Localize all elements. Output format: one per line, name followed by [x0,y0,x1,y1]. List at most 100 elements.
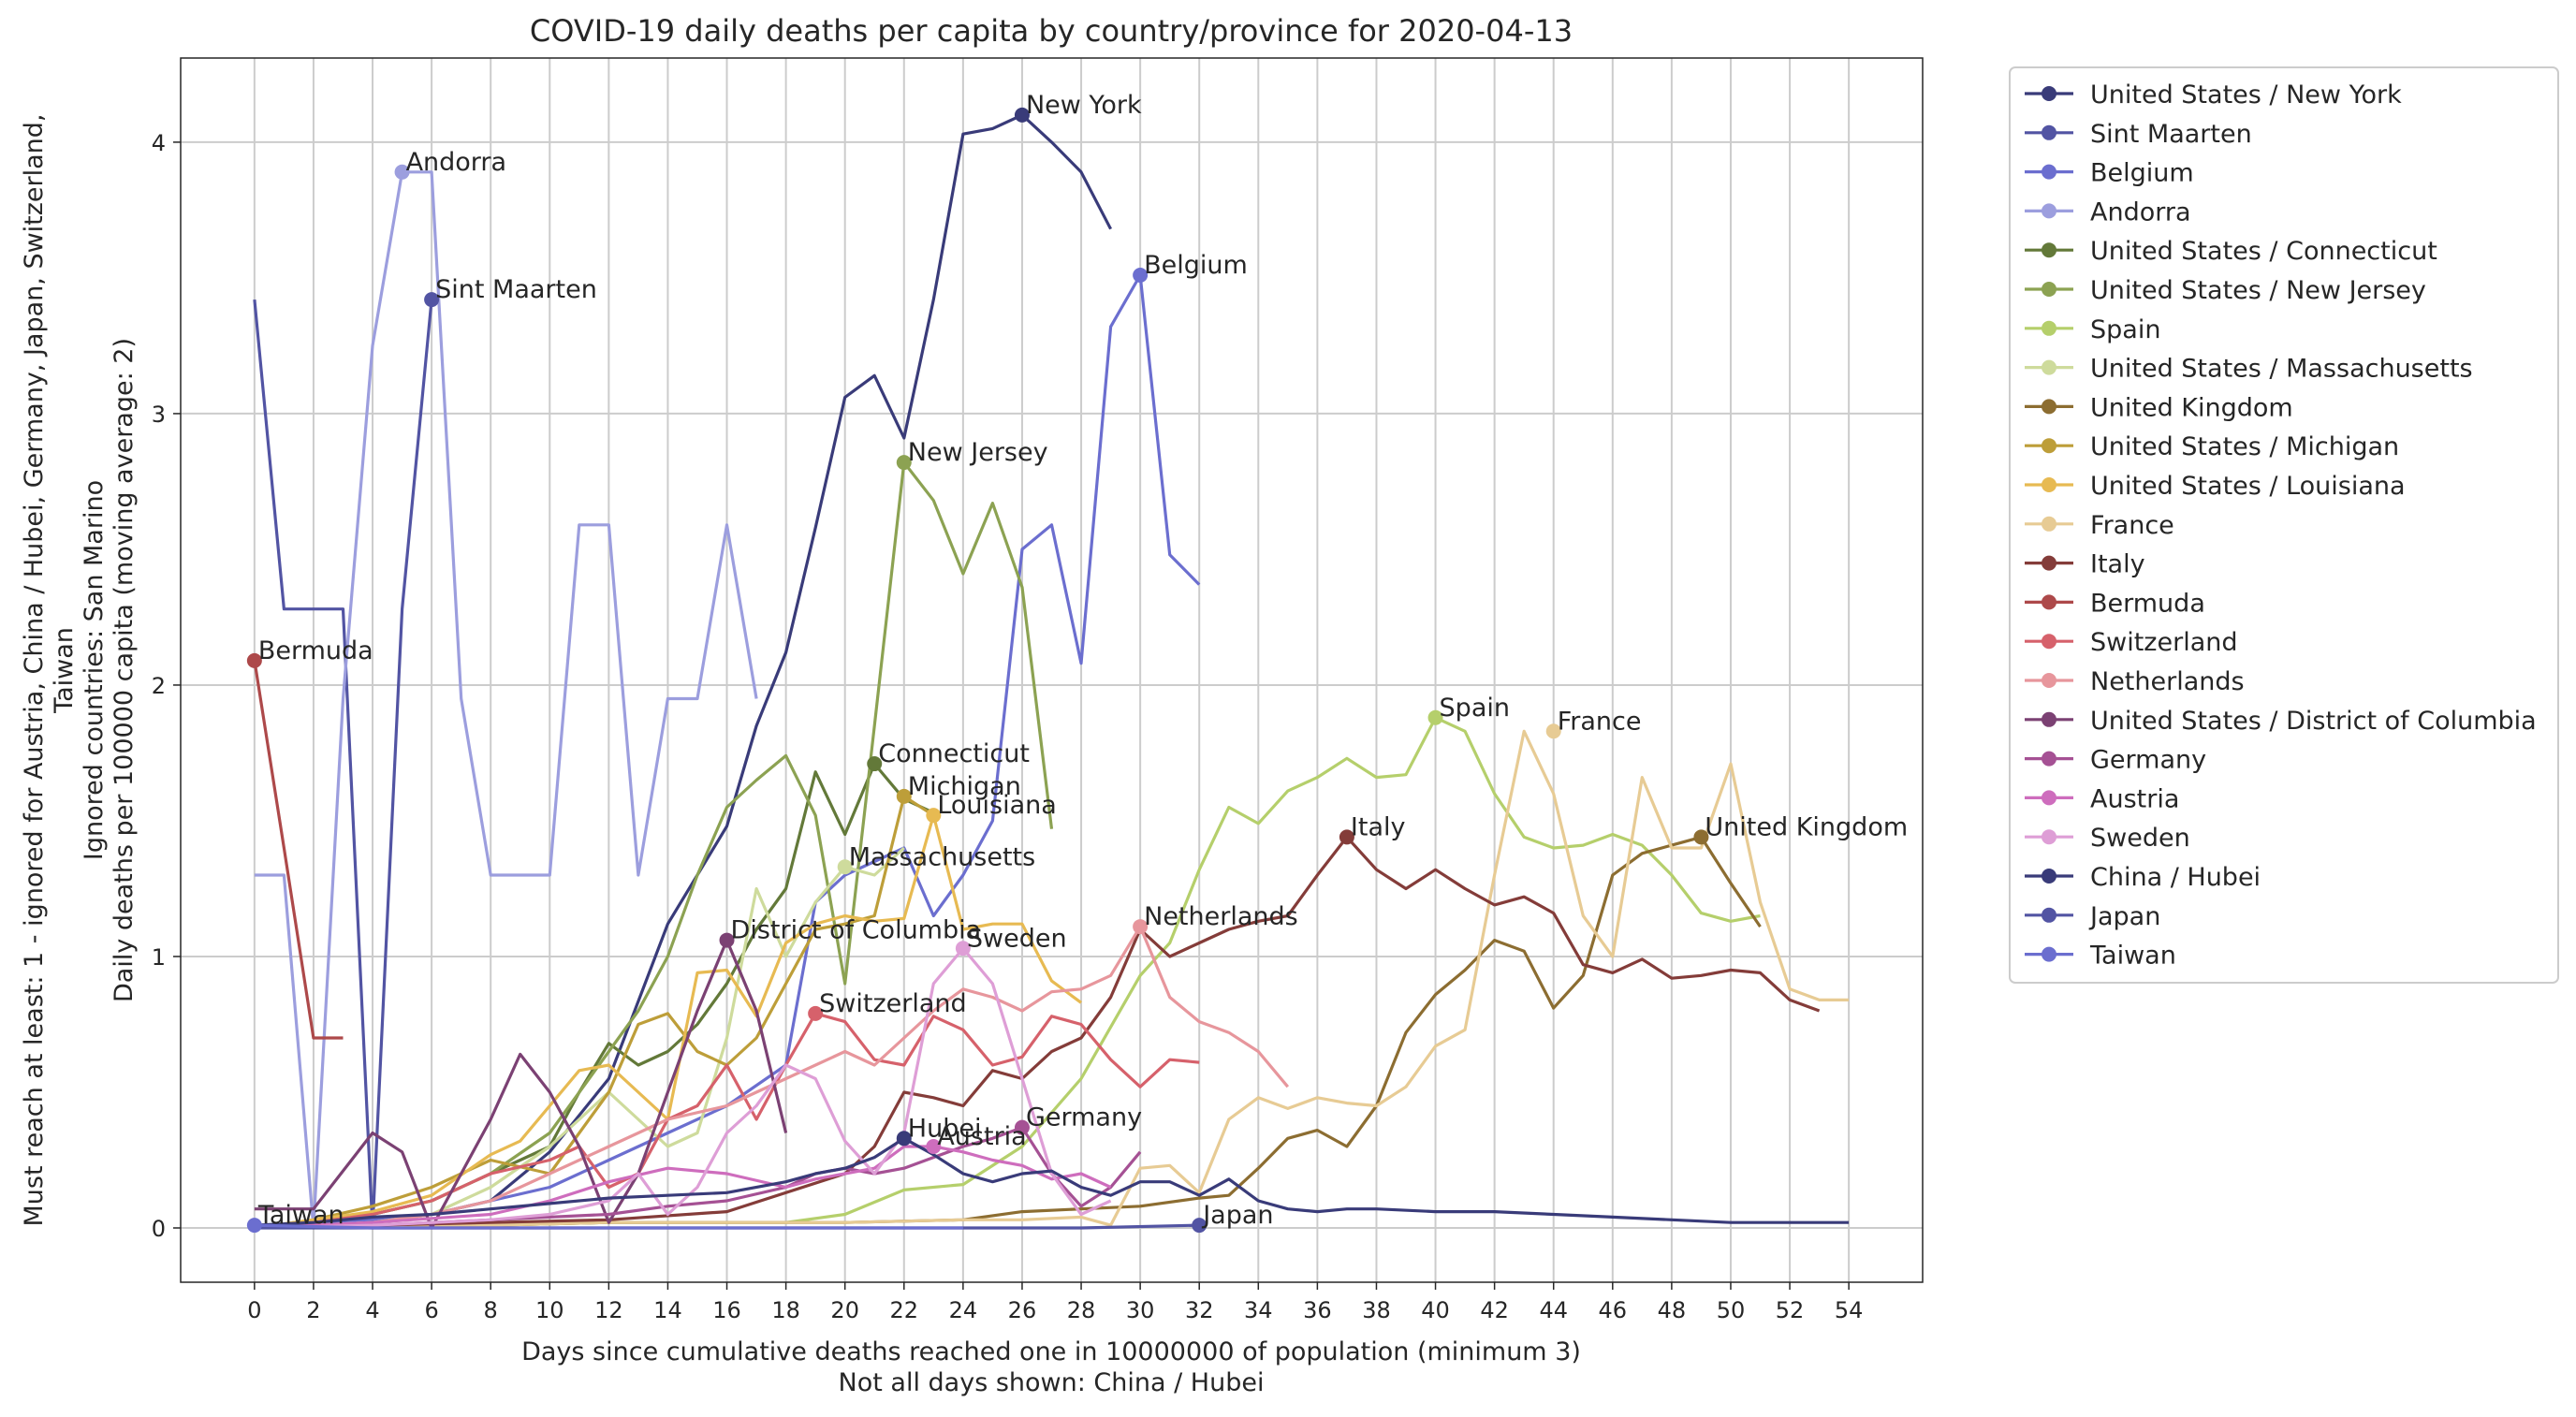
legend-entry-label: United States / Connecticut [2090,237,2437,266]
series-annotation: District of Columbia [731,916,982,945]
series-annotation: Japan [1201,1201,1273,1230]
series-line [254,729,1850,1230]
series-annotation: Italy [1351,812,1406,841]
series-annotation: Belgium [1144,251,1248,280]
series-end-marker [1192,1218,1208,1234]
series-end-marker [808,1005,824,1021]
legend-entry-label: Spain [2090,315,2160,344]
legend-entry-label: United Kingdom [2090,393,2293,422]
series-annotation: Louisiana [937,791,1056,820]
series-annotation: Bermuda [258,636,373,665]
y-tick-label: 0 [152,1216,166,1242]
x-tick-label: 42 [1480,1297,1509,1323]
legend-swatch-marker [2042,869,2056,884]
legend-swatch-marker [2042,711,2056,727]
series-annotation: New Jersey [908,438,1048,467]
x-tick-label: 52 [1776,1297,1805,1323]
legend-swatch-marker [2042,673,2056,688]
series-end-marker [926,1138,942,1154]
legend-swatch-marker [2042,320,2056,336]
legend: United States / New York Sint Maarten Belg… [2009,66,2559,984]
x-axis-label-secondary: Not all days shown: China / Hubei [839,1368,1265,1397]
series-end-marker [955,941,971,957]
legend-swatch-marker [2042,907,2056,923]
series-annotation: Switzerland [819,989,967,1018]
legend-swatch-marker [2042,555,2056,571]
legend-entry-label: United States / Massachusetts [2090,355,2473,384]
legend-swatch-marker [2042,124,2056,140]
series-layer [253,113,1850,1230]
x-tick-label: 24 [949,1297,978,1323]
legend-entry-label: Switzerland [2090,628,2238,657]
x-tick-label: 34 [1244,1297,1273,1323]
legend-swatch-marker [2042,790,2056,806]
y-axis-label-line-4: Daily deaths per 100000 capita (moving a… [110,338,139,1002]
series-annotation: Sint Maarten [435,275,597,304]
chart-title: COVID-19 daily deaths per capita by coun… [530,13,1573,49]
series-annotation: Sweden [967,924,1067,953]
x-tick-label: 6 [424,1297,438,1323]
x-tick-label: 18 [771,1297,800,1323]
series-line [254,946,1112,1230]
x-tick-label: 46 [1599,1297,1628,1323]
series-annotation: Connecticut [878,739,1030,768]
legend-swatch-marker [2042,242,2056,258]
series-end-marker [246,652,262,668]
y-axis-label-line-2: Taiwan [50,627,79,714]
legend-swatch-marker [2042,399,2056,415]
legend-entry-label: Taiwan [2089,942,2176,971]
legend-swatch-marker [2042,203,2056,219]
series-end-marker [719,932,735,948]
x-tick-label: 12 [594,1297,623,1323]
series-end-marker [837,859,853,875]
legend-swatch-marker [2042,751,2056,767]
series-line [254,835,1821,1230]
series-line [254,1223,963,1230]
x-tick-label: 4 [365,1297,379,1323]
series-end-marker [896,455,912,471]
legend-swatch-marker [2042,516,2056,532]
series-line [254,1136,1850,1227]
series-end-marker [1014,107,1030,123]
x-tick-label: 10 [535,1297,564,1323]
series-annotation: Spain [1440,694,1510,723]
series-end-marker [1014,1119,1030,1135]
series-end-marker [424,292,440,308]
series-annotation: Netherlands [1144,902,1298,931]
legend-entry-label: Sweden [2090,824,2190,853]
legend-entry-label: Austria [2090,784,2179,813]
y-axis-label-line-3: Ignored countries: San Marino [80,480,109,860]
x-tick-label: 26 [1008,1297,1037,1323]
series-annotation: Andorra [406,148,507,177]
legend-entry-label: United States / New York [2090,80,2402,110]
series-line [254,1145,1112,1230]
plot-area-frame [180,57,1924,1283]
series-line [254,795,935,1230]
series-end-marker [926,808,942,824]
legend-swatch-marker [2042,946,2056,962]
series-end-marker [896,788,912,804]
series-annotation: Germany [1026,1103,1142,1132]
legend-swatch-marker [2042,634,2056,650]
legend-entry-label: Japan [2088,902,2160,931]
x-tick-layer: 0 2 4 6 8 10 12 14 16 18 20 22 24 26 28 30 32 34 36 38 40 42 4… [247,1282,1863,1323]
x-tick-label: 38 [1362,1297,1391,1323]
x-axis-label: Days since cumulative deaths reached one… [521,1337,1581,1366]
series-annotation: Michigan [908,772,1021,801]
series-end-marker [1339,829,1354,845]
x-tick-label: 22 [890,1297,919,1323]
series-line [253,660,344,1040]
series-annotation: France [1558,707,1642,736]
legend-entry-label: United States / District of Columbia [2090,707,2537,736]
legend-entry-label: Andorra [2090,197,2191,226]
series-line [254,170,758,1230]
x-tick-label: 36 [1303,1297,1332,1323]
y-tick-label: 3 [152,402,166,428]
series-end-marker [896,1131,912,1147]
legend-swatch-marker [2042,359,2056,375]
legend-swatch-marker [2042,829,2056,845]
x-tick-label: 50 [1717,1297,1746,1323]
y-axis-label-line-1: Must reach at least: 1 - ignored for Aus… [20,113,49,1226]
series-end-marker [1545,723,1561,739]
